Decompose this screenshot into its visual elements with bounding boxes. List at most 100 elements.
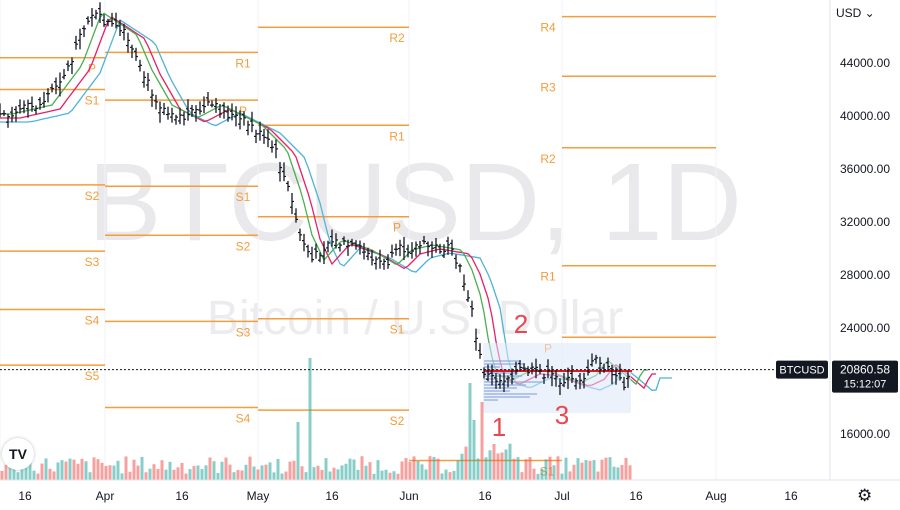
- ohlc-bar: [46, 88, 50, 103]
- volume-bar: [144, 472, 148, 480]
- time-tick-label: Apr: [96, 489, 115, 503]
- volume-bar: [124, 456, 128, 480]
- volume-bar: [492, 443, 496, 480]
- volume-bar: [48, 468, 52, 480]
- ohlc-bar: [202, 96, 206, 114]
- ohlc-bar: [598, 356, 602, 375]
- ohlc-bar: [510, 368, 514, 385]
- volume-bar: [12, 459, 16, 480]
- ohlc-bar: [606, 357, 610, 371]
- volume-bar: [388, 472, 392, 480]
- ohlc-bar: [334, 233, 338, 249]
- volume-profile-row: [484, 360, 521, 362]
- bar-countdown: 15:12:07: [844, 379, 887, 391]
- volume-bar: [488, 450, 492, 480]
- volume-bar: [332, 467, 336, 480]
- ohlc-bar: [430, 241, 434, 258]
- volume-bar: [64, 461, 68, 480]
- pivot-label-p: P: [393, 221, 401, 235]
- ohlc-bar: [142, 71, 146, 88]
- ohlc-bar: [366, 247, 370, 261]
- tradingview-logo[interactable]: TV: [2, 438, 34, 470]
- ohlc-bar: [214, 97, 218, 113]
- ohlc-bar: [90, 8, 94, 27]
- ohlc-bar: [322, 241, 326, 265]
- ohlc-bar: [230, 103, 234, 121]
- ohlc-bar: [62, 69, 66, 80]
- volume-profile-row: [484, 378, 498, 380]
- volume-profile-row: [484, 372, 518, 374]
- ohlc-bar: [190, 104, 194, 117]
- volume-bar: [440, 473, 444, 480]
- currency-selector[interactable]: USD ⌄: [836, 6, 875, 20]
- pivot-points: PS1S2S3S4S5R1PS1S2S3S4R2R1PS1S2S1R4R3R2R…: [0, 15, 716, 479]
- ohlc-bar: [370, 250, 374, 266]
- ohlc-bar: [358, 240, 362, 255]
- ohlc-bar: [70, 57, 74, 75]
- volume-bar: [308, 358, 312, 480]
- ohlc-bar: [506, 375, 510, 388]
- time-tick-label: 16: [629, 489, 643, 503]
- volume-bar: [356, 469, 360, 480]
- ohlc-bar: [490, 364, 494, 386]
- last-price-value: 20860.58: [840, 363, 890, 377]
- volume-bar: [116, 460, 120, 480]
- volume-bar: [240, 470, 244, 480]
- ohlc-bar: [558, 378, 562, 396]
- ohlc-bar: [614, 367, 618, 385]
- ohlc-bar: [206, 91, 210, 106]
- volume-bar: [280, 473, 284, 480]
- ohlc-bar: [574, 378, 578, 390]
- ohlc-bar: [118, 20, 122, 37]
- ohlc-bar: [158, 101, 162, 123]
- volume-profile-row: [484, 384, 526, 386]
- volume-bar: [588, 460, 592, 480]
- volume-bar: [204, 465, 208, 480]
- volume-bar: [20, 469, 24, 480]
- volume-bar: [496, 453, 500, 480]
- ohlc-bar: [138, 59, 142, 72]
- pivot-label-r2: R2: [389, 31, 405, 45]
- settings-icon[interactable]: ⚙: [857, 486, 873, 506]
- pivot-label-r2: R2: [540, 152, 556, 166]
- time-tick-label: 16: [18, 489, 32, 503]
- volume-bar: [312, 467, 316, 480]
- volume-bar: [72, 459, 76, 480]
- volume-bar: [236, 469, 240, 480]
- last-price-badge-background: [832, 360, 898, 393]
- volume-bar: [384, 469, 388, 480]
- volume-bar: [44, 458, 48, 480]
- ohlc-bar: [474, 328, 478, 351]
- volume-bar: [520, 472, 524, 480]
- ohlc-bar: [246, 120, 250, 136]
- volume-bar: [272, 472, 276, 480]
- ohlc-bar: [562, 372, 566, 388]
- volume-bar: [176, 467, 180, 480]
- ohlc-bar: [438, 243, 442, 254]
- pivot-label-s4: S4: [85, 313, 100, 327]
- volume-bar: [512, 458, 516, 480]
- ohlc-bar: [26, 99, 30, 118]
- ohlc-bar: [10, 106, 14, 123]
- volume-bar: [192, 466, 196, 480]
- volume-bar: [552, 465, 556, 480]
- volume-bar: [348, 458, 352, 480]
- volume-bar: [184, 473, 188, 480]
- volume-profile-row: [484, 393, 537, 395]
- ohlc-bar: [622, 376, 626, 391]
- ohlc-bar: [594, 354, 598, 364]
- ohlc-bar: [254, 129, 258, 144]
- ohlc-bar: [130, 44, 134, 59]
- volume-bar: [228, 464, 232, 480]
- ohlc-bar: [170, 107, 174, 123]
- pivot-label-s4: S4: [236, 412, 251, 426]
- volume-bar: [436, 458, 440, 480]
- volume-bar: [140, 456, 144, 480]
- pivot-label-r1: R1: [235, 56, 251, 70]
- volume-bar: [60, 460, 64, 480]
- ohlc-bar: [618, 363, 622, 381]
- volume-bar: [304, 472, 308, 480]
- ohlc-bar: [582, 372, 586, 389]
